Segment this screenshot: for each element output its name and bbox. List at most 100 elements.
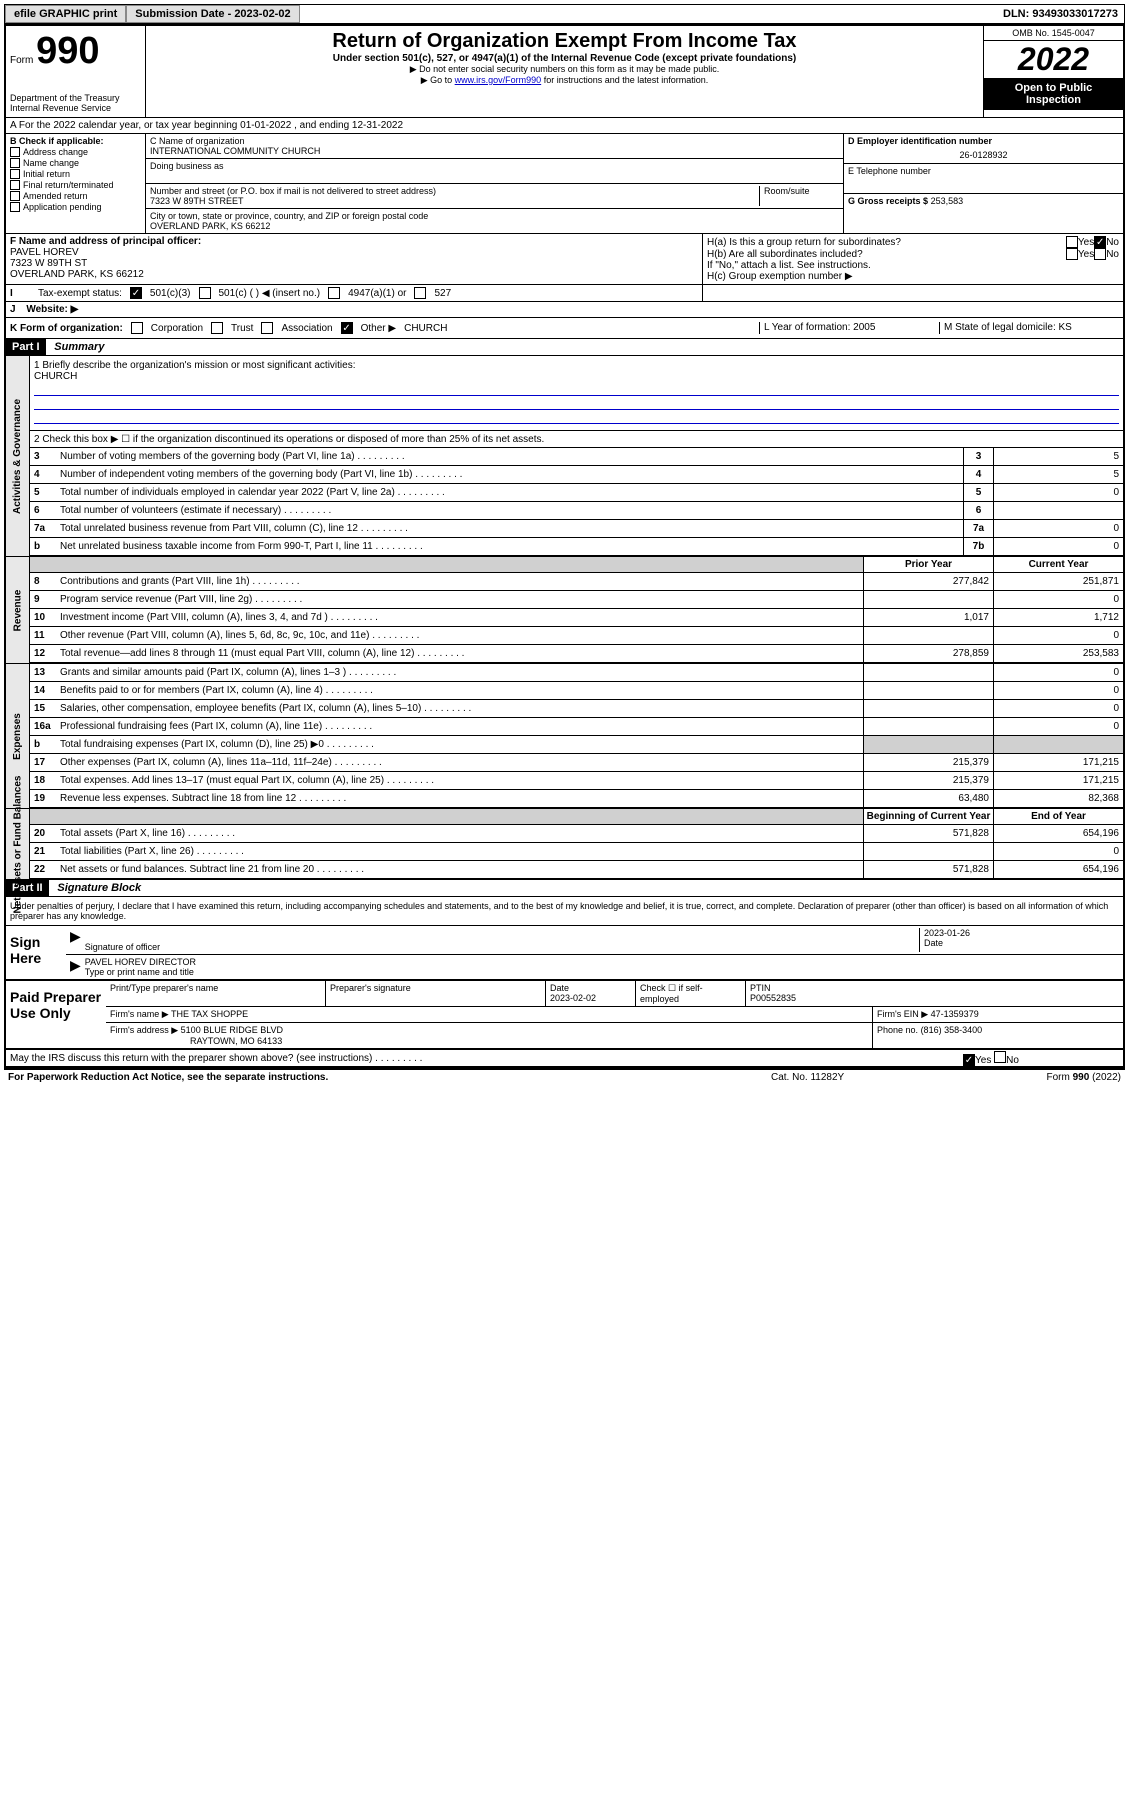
sig-date-label: Date xyxy=(924,938,1119,948)
form-word: Form xyxy=(10,55,33,66)
hb-note: If "No," attach a list. See instructions… xyxy=(707,260,1119,271)
line-desc: Total number of volunteers (estimate if … xyxy=(56,503,963,518)
line-num: 7a xyxy=(30,523,56,534)
ha-no-checkbox[interactable]: ✓ xyxy=(1094,236,1106,248)
current-val: 253,583 xyxy=(993,645,1123,662)
firm-ein-label: Firm's EIN ▶ xyxy=(877,1009,928,1019)
corp-checkbox[interactable] xyxy=(131,322,143,334)
current-year-header: Current Year xyxy=(993,557,1123,572)
501c3-checkbox[interactable]: ✓ xyxy=(130,287,142,299)
line-desc: Total liabilities (Part X, line 26) xyxy=(56,844,863,859)
form990-link[interactable]: www.irs.gov/Form990 xyxy=(455,75,542,85)
efile-button[interactable]: efile GRAPHIC print xyxy=(5,5,126,23)
line-num: 4 xyxy=(30,469,56,480)
501c-checkbox[interactable] xyxy=(199,287,211,299)
line-num: 13 xyxy=(30,667,56,678)
submission-date-button[interactable]: Submission Date - 2023-02-02 xyxy=(126,5,299,23)
may-irs-no-checkbox[interactable] xyxy=(994,1051,1006,1063)
line-desc: Benefits paid to or for members (Part IX… xyxy=(56,683,863,698)
checkbox[interactable] xyxy=(10,147,20,157)
checkbox[interactable] xyxy=(10,202,20,212)
line-desc: Number of independent voting members of … xyxy=(56,467,963,482)
opt-other: Other ▶ xyxy=(361,323,396,334)
officer-name-title: PAVEL HOREV DIRECTOR xyxy=(85,957,1119,967)
sig-date: 2023-01-26 xyxy=(924,928,1119,938)
row-m: M State of legal domicile: KS xyxy=(939,322,1119,334)
part2-title: Signature Block xyxy=(51,882,141,894)
row-a: A For the 2022 calendar year, or tax yea… xyxy=(6,118,1123,134)
opt-527: 527 xyxy=(434,288,451,299)
assoc-checkbox[interactable] xyxy=(261,322,273,334)
line-desc: Program service revenue (Part VIII, line… xyxy=(56,592,863,607)
other-value: CHURCH xyxy=(404,323,447,334)
checkbox[interactable] xyxy=(10,180,20,190)
prep-h5: PTIN xyxy=(750,983,1119,993)
line-desc: Number of voting members of the governin… xyxy=(56,449,963,464)
end-year-header: End of Year xyxy=(993,809,1123,824)
city-label: City or town, state or province, country… xyxy=(150,211,839,221)
firm-addr-label: Firm's address ▶ xyxy=(110,1025,178,1035)
line-num: 22 xyxy=(30,864,56,875)
checkbox[interactable] xyxy=(10,158,20,168)
opt-corp: Corporation xyxy=(151,323,203,334)
may-irs-yes-checkbox[interactable]: ✓ xyxy=(963,1054,975,1066)
current-val: 1,712 xyxy=(993,609,1123,626)
no-label: No xyxy=(1106,237,1119,248)
hb-yes-checkbox[interactable] xyxy=(1066,248,1078,260)
checkbox[interactable] xyxy=(10,191,20,201)
line-desc: Professional fundraising fees (Part IX, … xyxy=(56,719,863,734)
firm-addr: 5100 BLUE RIDGE BLVD xyxy=(181,1025,283,1035)
line-desc: Total number of individuals employed in … xyxy=(56,485,963,500)
current-val: 654,196 xyxy=(993,825,1123,842)
line-num: 19 xyxy=(30,793,56,804)
prep-date: 2023-02-02 xyxy=(550,993,631,1003)
form-container: Form 990 Department of the Treasury Inte… xyxy=(4,24,1125,1070)
527-checkbox[interactable] xyxy=(414,287,426,299)
part1-header: Part I xyxy=(6,339,46,355)
instr2-post: for instructions and the latest informat… xyxy=(544,75,709,85)
no-label-2: No xyxy=(1106,249,1119,260)
firm-city: RAYTOWN, MO 64133 xyxy=(110,1036,868,1046)
line-val: 0 xyxy=(993,538,1123,555)
instr-2: ▶ Go to www.irs.gov/Form990 for instruct… xyxy=(150,75,979,86)
line-num: b xyxy=(30,739,56,750)
firm-ein: 47-1359379 xyxy=(931,1009,979,1019)
side-label-rev: Revenue xyxy=(6,557,30,663)
line-val: 5 xyxy=(993,466,1123,483)
dln-text: DLN: 93493033017273 xyxy=(1003,8,1124,20)
firm-label: Firm's name ▶ xyxy=(110,1009,169,1019)
side-label-gov: Activities & Governance xyxy=(6,356,30,556)
4947-checkbox[interactable] xyxy=(328,287,340,299)
hb-no-checkbox[interactable] xyxy=(1094,248,1106,260)
current-val: 0 xyxy=(993,700,1123,717)
prior-val xyxy=(863,700,993,717)
trust-checkbox[interactable] xyxy=(211,322,223,334)
chk-label: Address change xyxy=(23,147,88,157)
checkbox[interactable] xyxy=(10,169,20,179)
form-title: Return of Organization Exempt From Incom… xyxy=(150,30,979,53)
prior-val: 571,828 xyxy=(863,825,993,842)
line-num: 12 xyxy=(30,648,56,659)
line-num: 8 xyxy=(30,576,56,587)
row-f-label: F Name and address of principal officer: xyxy=(10,236,698,247)
may-irs-text: May the IRS discuss this return with the… xyxy=(6,1051,963,1066)
ha-yes-checkbox[interactable] xyxy=(1066,236,1078,248)
line-box: 5 xyxy=(963,484,993,501)
line-desc: Net assets or fund balances. Subtract li… xyxy=(56,862,863,877)
line-num: 6 xyxy=(30,505,56,516)
other-checkbox[interactable]: ✓ xyxy=(341,322,353,334)
prior-val: 278,859 xyxy=(863,645,993,662)
officer-addr: 7323 W 89TH ST xyxy=(10,258,698,269)
gross-label: G Gross receipts $ xyxy=(848,196,928,206)
line-desc: Total unrelated business revenue from Pa… xyxy=(56,521,963,536)
line-val xyxy=(993,502,1123,519)
opt-501c3: 501(c)(3) xyxy=(150,288,191,299)
line-desc: Total fundraising expenses (Part IX, col… xyxy=(56,737,863,752)
current-val: 0 xyxy=(993,682,1123,699)
row-j-label: Website: ▶ xyxy=(18,304,78,315)
col-d: D Employer identification number 26-0128… xyxy=(843,134,1123,233)
room-label: Room/suite xyxy=(759,186,839,206)
current-val xyxy=(993,736,1123,753)
ha-label: H(a) Is this a group return for subordin… xyxy=(707,237,1066,248)
addr-value: 7323 W 89TH STREET xyxy=(150,196,759,206)
